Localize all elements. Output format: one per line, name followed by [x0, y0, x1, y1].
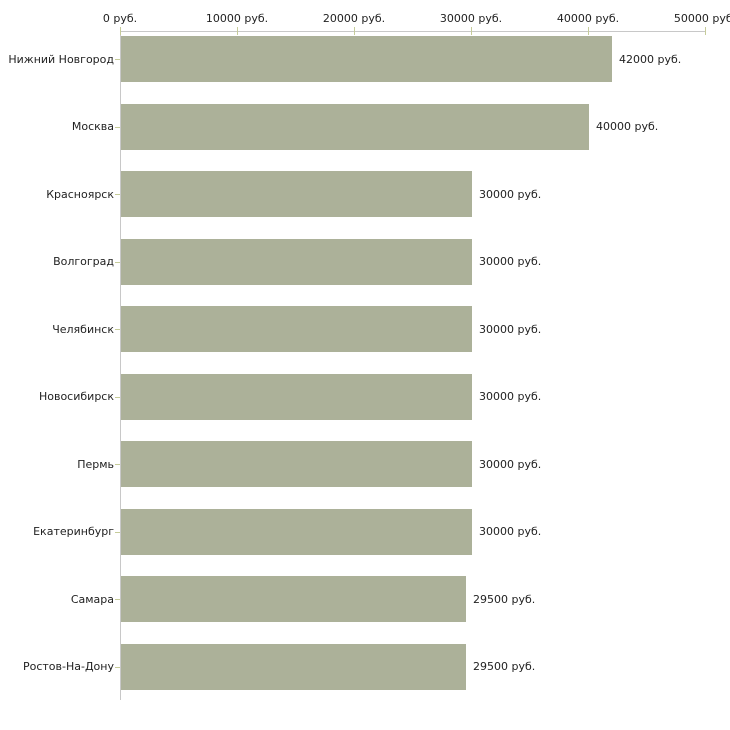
x-tick-mark	[705, 27, 706, 35]
bar	[121, 643, 466, 690]
x-tick-label: 30000 руб.	[439, 12, 503, 25]
y-axis-line	[120, 31, 121, 700]
x-tick-label: 20000 руб.	[322, 12, 386, 25]
x-tick-mark	[354, 27, 355, 35]
category-tick-mark	[115, 599, 120, 600]
bar	[121, 36, 612, 82]
category-label: Екатеринбург	[33, 525, 114, 538]
value-label: 30000 руб.	[479, 322, 542, 336]
category-tick-mark	[115, 194, 120, 195]
category-tick-mark	[115, 667, 120, 668]
category-tick-mark	[115, 329, 120, 330]
category-label: Нижний Новгород	[8, 52, 114, 66]
category-label: Пермь	[77, 457, 114, 471]
x-tick-label: 10000 руб.	[205, 12, 269, 25]
value-label: 40000 руб.	[596, 120, 659, 133]
value-label: 29500 руб.	[473, 660, 536, 673]
x-tick-mark	[588, 27, 589, 35]
value-label: 30000 руб.	[479, 390, 542, 403]
bar	[121, 306, 472, 352]
bar	[121, 238, 472, 285]
bar	[121, 576, 466, 622]
value-label: 42000 руб.	[619, 52, 682, 66]
x-tick-label: 40000 руб.	[556, 12, 620, 25]
value-label: 30000 руб.	[479, 525, 542, 538]
value-label: 29500 руб.	[473, 592, 536, 606]
category-tick-mark	[115, 397, 120, 398]
bar	[121, 373, 472, 420]
x-tick-mark	[120, 27, 121, 35]
category-tick-mark	[115, 127, 120, 128]
x-tick-mark	[237, 27, 238, 35]
category-label: Челябинск	[52, 322, 114, 336]
category-label: Красноярск	[46, 187, 114, 201]
x-axis-line	[120, 31, 706, 32]
category-label: Новосибирск	[38, 390, 114, 403]
category-tick-mark	[115, 532, 120, 533]
x-tick-label: 0 руб.	[102, 12, 138, 25]
bar	[121, 103, 589, 150]
bar	[121, 171, 472, 217]
category-label: Москва	[71, 120, 114, 133]
category-label: Ростов-На-Дону	[22, 660, 114, 673]
x-tick-label: 50000 руб.	[673, 12, 730, 25]
category-tick-mark	[115, 464, 120, 465]
value-label: 30000 руб.	[479, 187, 542, 201]
bar	[121, 441, 472, 487]
value-label: 30000 руб.	[479, 457, 542, 471]
category-tick-mark	[115, 59, 120, 60]
x-tick-mark	[471, 27, 472, 35]
category-label: Самара	[70, 592, 114, 606]
category-label: Волгоград	[53, 255, 114, 268]
category-tick-mark	[115, 262, 120, 263]
value-label: 30000 руб.	[479, 255, 542, 268]
bar	[121, 508, 472, 555]
